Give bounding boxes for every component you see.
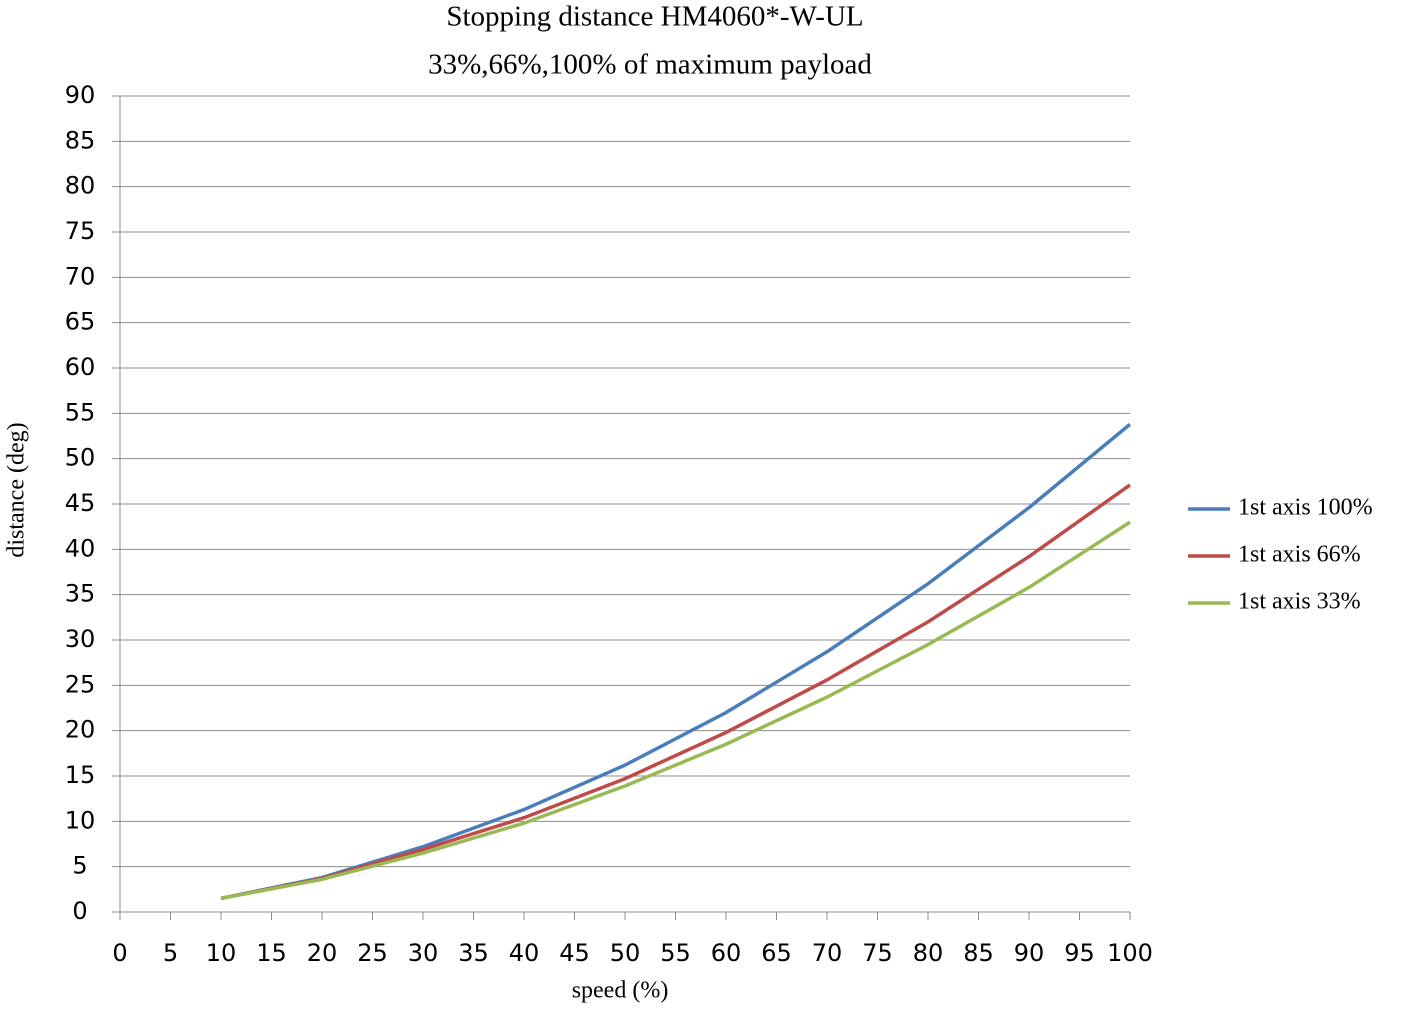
y-tick-label: 15 xyxy=(65,761,96,789)
x-tick-label: 30 xyxy=(408,939,439,967)
x-tick-label: 70 xyxy=(812,939,843,967)
legend-label: 1st axis 100% xyxy=(1238,495,1373,521)
y-tick-label: 90 xyxy=(65,81,96,109)
x-tick-label: 80 xyxy=(913,939,944,967)
chart-subtitle: 33%,66%,100% of maximum payload xyxy=(428,49,872,81)
x-tick-label: 85 xyxy=(963,939,994,967)
x-tick-label: 40 xyxy=(509,939,540,967)
series-line xyxy=(220,520,1131,901)
y-tick-label: 75 xyxy=(65,217,96,245)
y-axis-label: distance (deg) xyxy=(4,422,30,557)
y-tick-label: 10 xyxy=(65,806,96,834)
x-tick-label: 50 xyxy=(610,939,641,967)
y-tick-label: 25 xyxy=(65,670,96,698)
x-tick-label: 0 xyxy=(112,939,127,967)
x-tick-label: 10 xyxy=(206,939,237,967)
x-tick-label: 55 xyxy=(660,939,691,967)
y-tick-label: 5 xyxy=(72,852,87,880)
x-tick-label: 100 xyxy=(1107,939,1153,967)
x-tick-label: 75 xyxy=(862,939,893,967)
x-tick-label: 25 xyxy=(357,939,388,967)
x-tick-label: 60 xyxy=(711,939,742,967)
y-tick-label: 20 xyxy=(65,716,96,744)
x-axis-label: speed (%) xyxy=(572,978,669,1004)
y-tick-label: 0 xyxy=(72,897,87,925)
y-tick-label: 85 xyxy=(65,126,96,154)
x-tick-label: 65 xyxy=(761,939,792,967)
series-line xyxy=(220,483,1132,901)
y-tick-label: 30 xyxy=(65,625,96,653)
y-tick-label: 60 xyxy=(65,353,96,381)
y-tick-label: 65 xyxy=(65,308,96,336)
legend-label: 1st axis 66% xyxy=(1238,542,1361,568)
series-line xyxy=(220,422,1132,901)
x-tick-label: 95 xyxy=(1064,939,1095,967)
y-tick-label: 45 xyxy=(65,489,96,517)
y-tick-label: 80 xyxy=(65,172,96,200)
x-tick-label: 90 xyxy=(1014,939,1045,967)
y-tick-label: 50 xyxy=(65,444,96,472)
y-tick-label: 35 xyxy=(65,580,96,608)
x-tick-label: 45 xyxy=(559,939,590,967)
x-tick-label: 15 xyxy=(256,939,287,967)
y-tick-label: 40 xyxy=(65,534,96,562)
y-tick-label: 55 xyxy=(65,398,96,426)
x-tick-label: 35 xyxy=(458,939,489,967)
y-tick-label: 70 xyxy=(65,262,96,290)
x-tick-label: 5 xyxy=(163,939,178,967)
legend-label: 1st axis 33% xyxy=(1238,589,1361,615)
chart-title: Stopping distance HM4060*-W-UL xyxy=(446,1,863,33)
x-tick-label: 20 xyxy=(307,939,338,967)
